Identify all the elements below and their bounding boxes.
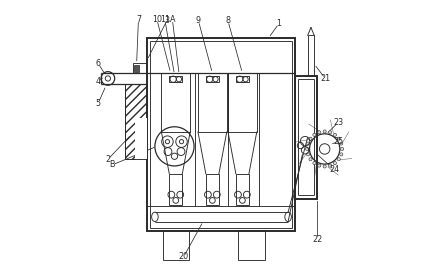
Circle shape [334,133,337,136]
Circle shape [340,142,343,145]
Bar [206,174,219,205]
Text: A: A [170,15,175,24]
Bar [135,118,147,159]
Circle shape [307,153,310,156]
Text: 1: 1 [276,19,281,28]
Text: 5: 5 [96,99,101,108]
Text: 8: 8 [225,16,230,26]
Text: 10: 10 [152,15,162,24]
Text: 22: 22 [312,235,323,244]
Circle shape [306,147,309,150]
Bar [169,76,183,82]
Circle shape [329,164,332,167]
Text: 3: 3 [164,16,169,26]
Bar [134,65,139,72]
Bar [169,174,183,205]
Text: 21: 21 [320,74,330,83]
Bar [163,230,189,260]
Bar [308,35,314,76]
Circle shape [329,131,332,134]
Text: 23: 23 [334,117,344,126]
Text: 11: 11 [160,15,170,24]
Circle shape [307,142,310,145]
Bar [238,230,264,260]
Text: B: B [109,161,115,169]
Text: 20: 20 [179,252,189,261]
Bar [198,73,227,132]
Circle shape [337,137,340,140]
Text: 25: 25 [334,137,344,147]
Bar [150,41,291,228]
Circle shape [340,153,343,156]
Bar [206,76,219,82]
Bar [236,174,249,205]
Circle shape [318,164,321,167]
Circle shape [313,133,316,136]
Circle shape [341,147,344,150]
Bar [125,84,147,159]
Circle shape [323,130,326,133]
Bar [295,76,317,199]
Circle shape [323,165,326,168]
Bar [147,38,295,231]
Bar [228,73,257,132]
Circle shape [309,158,312,161]
Bar [161,73,190,132]
Text: 6: 6 [96,59,101,68]
Text: 4: 4 [96,77,101,86]
Circle shape [313,162,316,165]
Text: 9: 9 [196,16,201,26]
Circle shape [337,158,340,161]
Text: 2: 2 [105,155,110,164]
Circle shape [309,137,312,140]
Text: 24: 24 [329,165,339,174]
Circle shape [334,162,337,165]
Text: 7: 7 [136,15,141,24]
Circle shape [318,131,321,134]
Bar [133,63,146,73]
Bar [236,76,249,82]
